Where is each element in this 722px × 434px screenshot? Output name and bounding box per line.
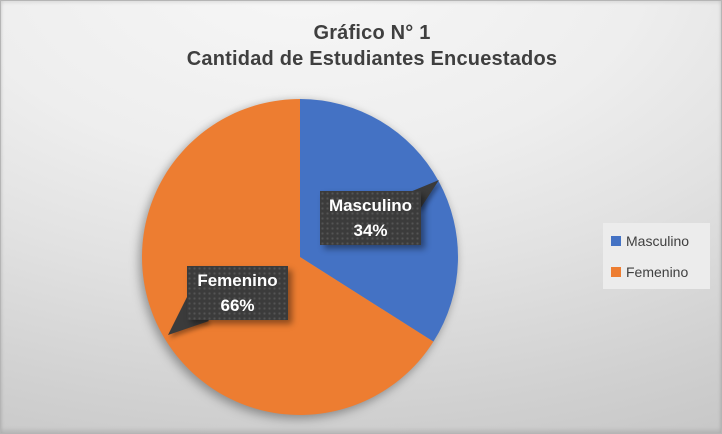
- legend-label-masculino: Masculino: [626, 232, 690, 249]
- data-label-femenino: Femenino 66%: [187, 266, 288, 320]
- data-label-masculino-value: 34%: [353, 221, 388, 240]
- data-label-masculino-name: Masculino: [328, 196, 413, 215]
- chart-title-line2: Cantidad de Estudiantes Encuestados: [186, 48, 558, 70]
- data-label-femenino-name: Femenino: [197, 271, 278, 290]
- legend-swatch-masculino: [611, 235, 621, 246]
- legend: Masculino Femenino: [603, 223, 710, 289]
- legend-item-masculino: Masculino: [611, 231, 710, 251]
- data-label-femenino-value: 66%: [220, 296, 255, 315]
- chart-title-line1: Gráfico N° 1: [313, 22, 431, 44]
- legend-label-femenino: Femenino: [626, 263, 689, 280]
- pie-slice-femenino: [141, 99, 434, 415]
- legend-item-femenino: Femenino: [611, 262, 710, 282]
- legend-swatch-femenino: [611, 266, 621, 277]
- chart-title: Gráfico N° 1 Cantidad de Estudiantes Enc…: [23, 20, 721, 72]
- data-label-masculino: Masculino 34%: [320, 191, 421, 245]
